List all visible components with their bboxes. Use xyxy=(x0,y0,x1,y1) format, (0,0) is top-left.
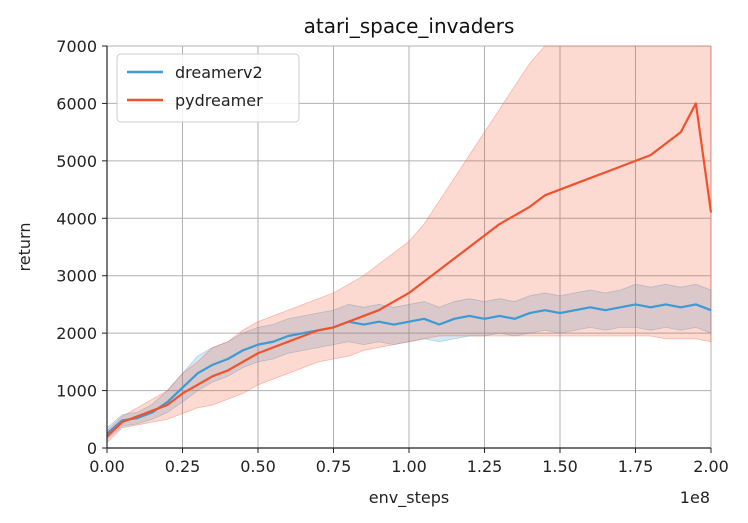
legend: dreamerv2 pydreamer xyxy=(116,53,300,123)
x-tick-label-4: 1.00 xyxy=(391,457,427,476)
x-tick-label-6: 1.50 xyxy=(542,457,578,476)
x-tick-label-1: 0.25 xyxy=(165,457,201,476)
y-tick-label-5: 5000 xyxy=(56,152,97,171)
x-tick-label-3: 0.75 xyxy=(316,457,352,476)
y-tick-label-4: 4000 xyxy=(56,209,97,228)
x-axis-label: env_steps xyxy=(369,488,449,508)
y-tick-label-1: 1000 xyxy=(56,382,97,401)
legend-label-dreamerv2: dreamerv2 xyxy=(175,63,263,82)
band-pydreamer xyxy=(106,45,712,444)
y-tick-label-0: 0 xyxy=(87,439,97,458)
x-offset-label: 1e8 xyxy=(680,488,710,507)
y-tick-label-3: 3000 xyxy=(56,267,97,286)
x-tick-label-5: 1.25 xyxy=(467,457,503,476)
x-tick-label-7: 1.75 xyxy=(618,457,654,476)
y-tick-label-2: 2000 xyxy=(56,324,97,343)
confidence-bands xyxy=(106,45,712,444)
band-dreamerv2 xyxy=(106,283,712,441)
y-tick-label-6: 6000 xyxy=(56,94,97,113)
grid xyxy=(106,45,712,449)
y-axis-label: return xyxy=(15,223,34,272)
x-tick-label-0: 0.00 xyxy=(89,457,125,476)
y-tick-label-7: 7000 xyxy=(56,37,97,56)
tick-labels: 0.00 0.25 0.50 0.75 1.00 1.25 1.50 1.75 2.00 0 100… xyxy=(56,37,729,476)
x-tick-label-2: 0.50 xyxy=(240,457,276,476)
chart-title: atari_space_invaders xyxy=(304,14,515,38)
x-tick-label-8: 2.00 xyxy=(693,457,729,476)
legend-label-pydreamer: pydreamer xyxy=(175,91,263,110)
